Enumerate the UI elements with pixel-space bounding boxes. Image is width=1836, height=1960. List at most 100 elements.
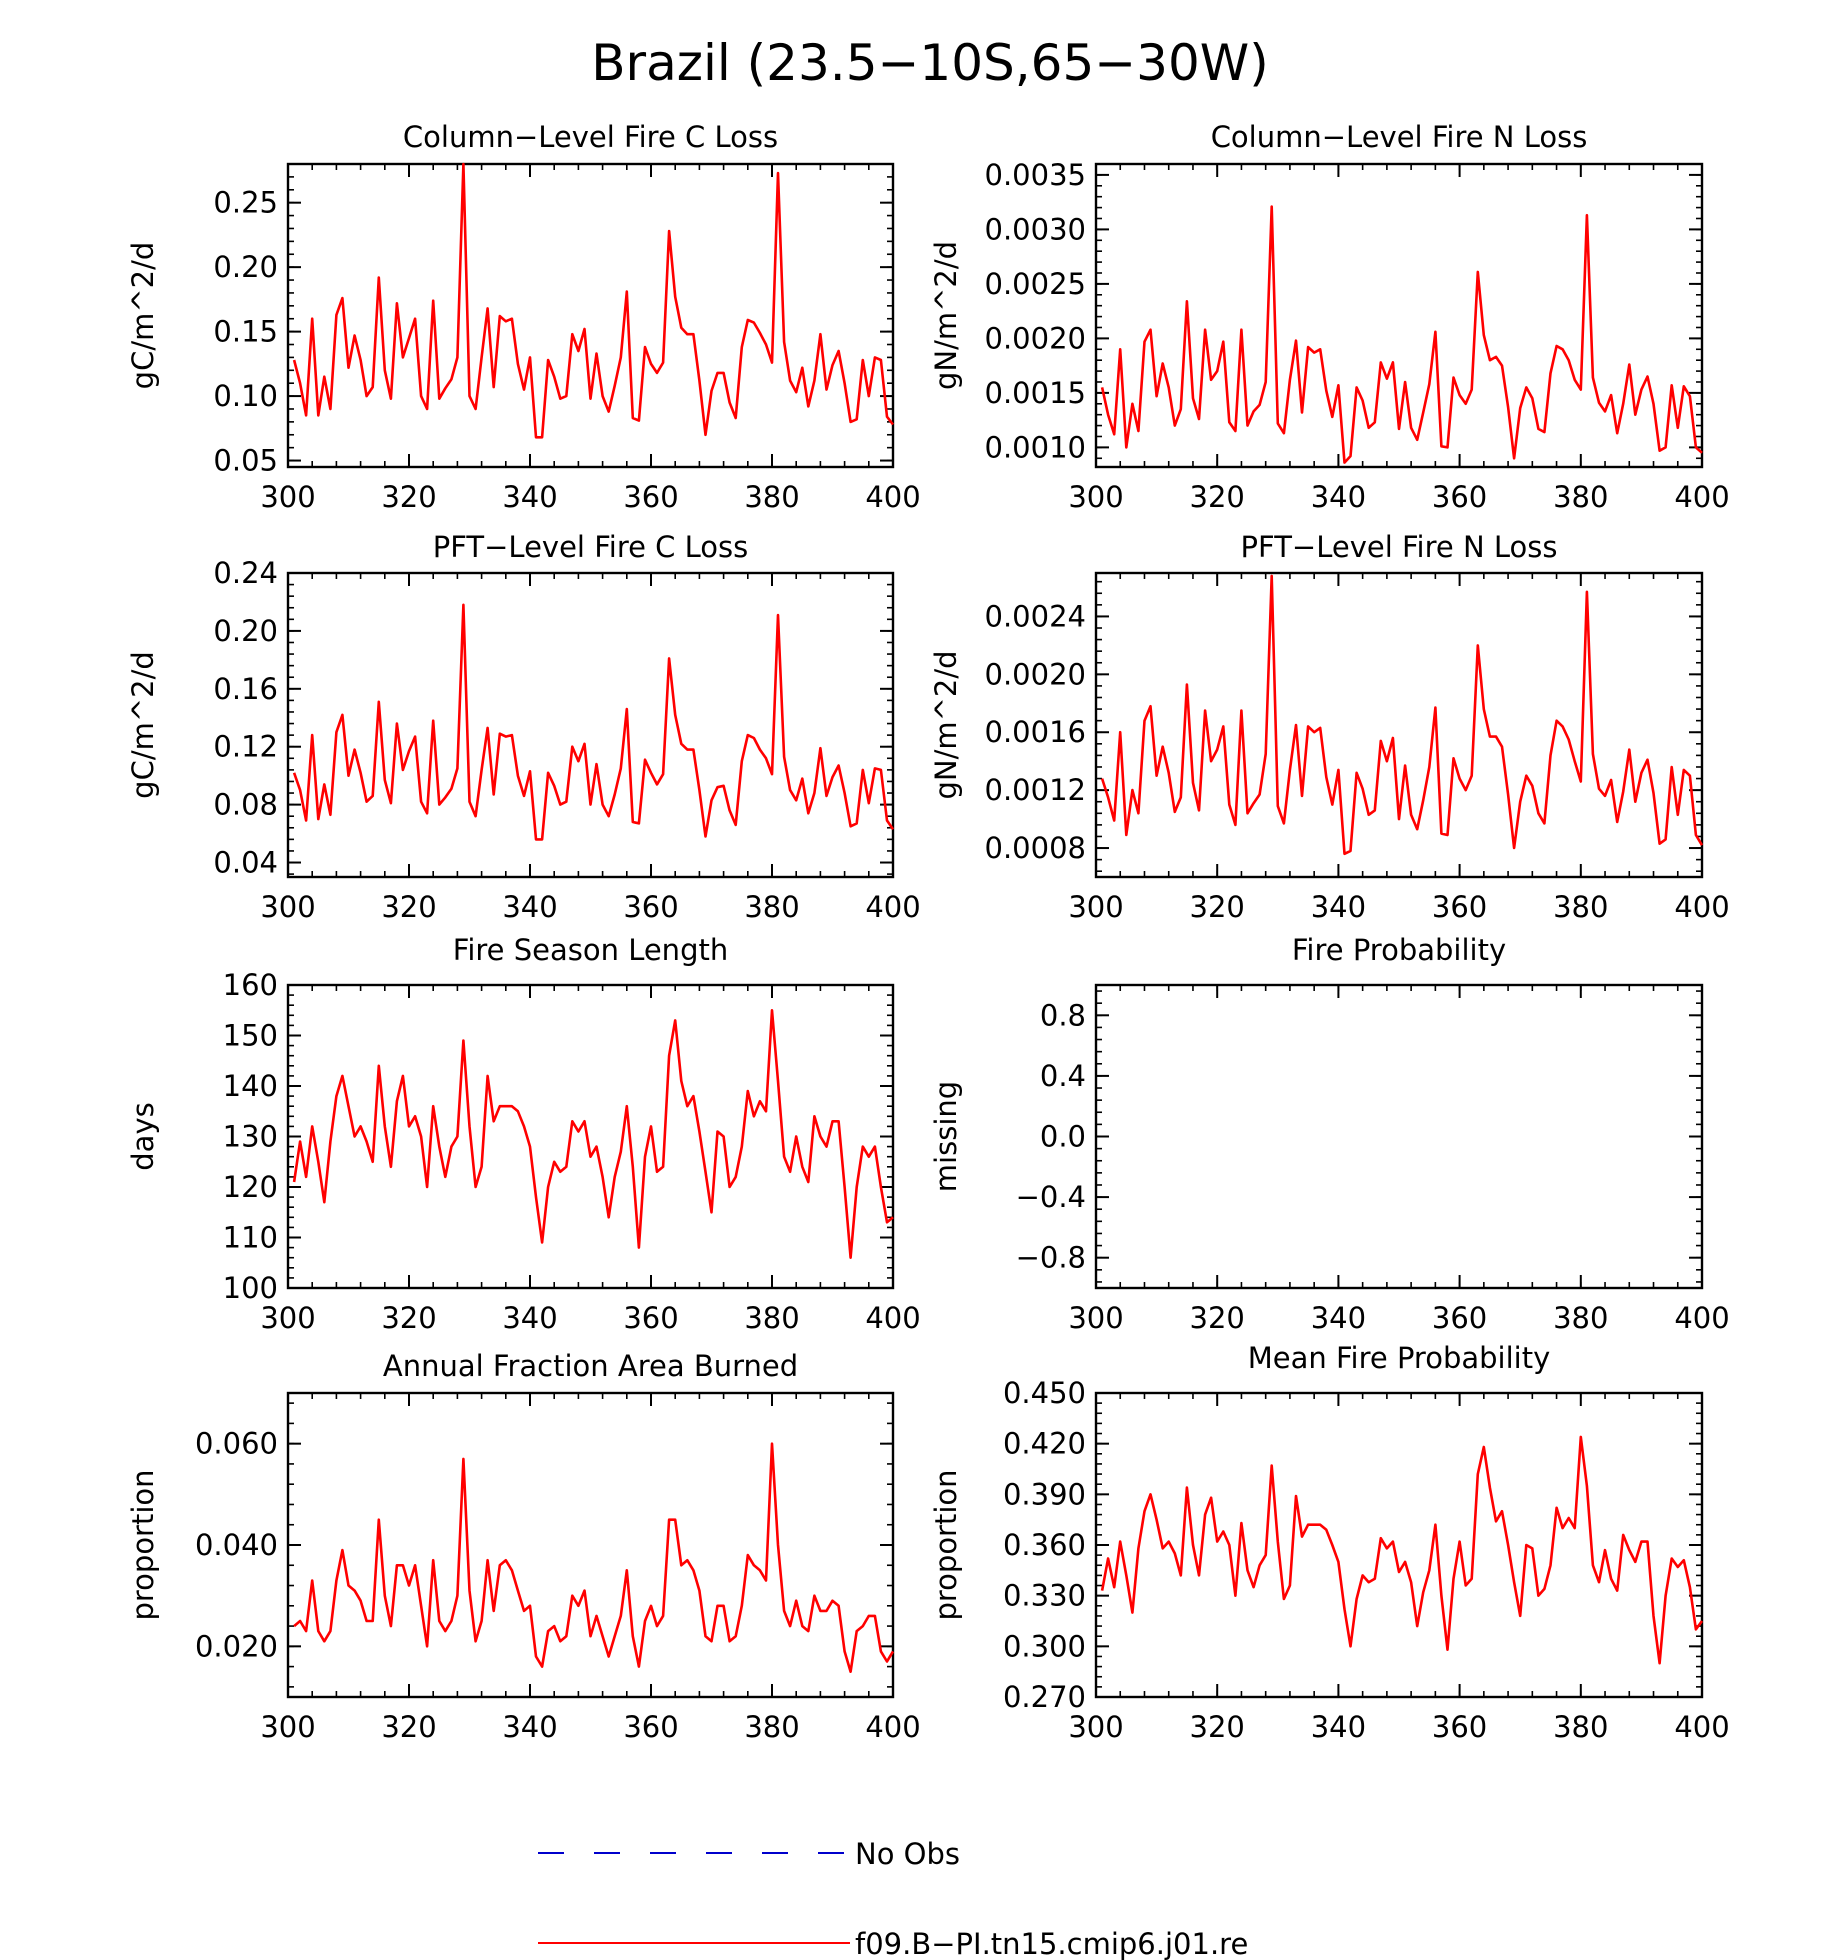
chart-panel: 300 320 340 360 380 400 0.020 0.040 0.060 proport… <box>126 1349 921 1744</box>
x-tick-label: 300 <box>1068 890 1123 924</box>
x-tick-label: 380 <box>744 1710 799 1744</box>
plot-frame <box>1094 571 1704 879</box>
x-tick-label: 400 <box>1674 1710 1729 1744</box>
panel-title: Fire Season Length <box>453 933 728 967</box>
x-tick-label: 340 <box>1311 480 1366 514</box>
x-tick-label: 360 <box>623 890 678 924</box>
x-tick-label: 380 <box>744 1301 799 1335</box>
x-tick-label: 320 <box>1190 480 1245 514</box>
y-tick-label: 0.040 <box>195 1528 278 1562</box>
x-tick-label: 380 <box>1553 890 1608 924</box>
panel-title: Fire Probability <box>1292 933 1506 967</box>
y-axis-label: days <box>126 1102 160 1170</box>
panel-title: Column−Level Fire C Loss <box>403 120 778 154</box>
chart-panel: 300 320 340 360 380 400 0.05 0.10 0.15 0.20 0.25 gC… <box>126 120 921 514</box>
y-axis-label: gC/m^2/d <box>126 242 160 390</box>
y-tick-label: 0.0025 <box>985 267 1086 301</box>
plot-frame <box>286 162 895 469</box>
y-tick-label: 110 <box>223 1221 278 1255</box>
x-tick-label: 340 <box>502 1301 557 1335</box>
x-tick-label: 400 <box>865 1710 920 1744</box>
x-tick-label: 380 <box>744 480 799 514</box>
x-tick-label: 340 <box>1311 1301 1366 1335</box>
y-tick-label: 0.16 <box>213 672 278 706</box>
x-tick-label: 300 <box>260 1301 315 1335</box>
x-tick-label: 340 <box>502 480 557 514</box>
y-tick-label: 0.04 <box>213 846 278 880</box>
x-tick-label: 320 <box>1190 1710 1245 1744</box>
plot-frame <box>286 1391 895 1699</box>
x-tick-label: 360 <box>1432 1710 1487 1744</box>
plot-frame <box>286 571 895 879</box>
x-tick-label: 340 <box>1311 890 1366 924</box>
x-tick-label: 320 <box>381 890 436 924</box>
x-tick-label: 300 <box>1068 480 1123 514</box>
x-tick-label: 400 <box>865 480 920 514</box>
y-tick-label: −0.4 <box>1016 1180 1086 1214</box>
y-tick-label: 0.0020 <box>985 321 1086 355</box>
series-line <box>293 1442 895 1673</box>
y-tick-label: 0.0008 <box>985 831 1086 865</box>
y-axis-label: gN/m^2/d <box>929 650 963 799</box>
x-tick-label: 380 <box>1553 1710 1608 1744</box>
panel-title: Column−Level Fire N Loss <box>1211 120 1588 154</box>
x-tick-label: 380 <box>744 890 799 924</box>
y-tick-label: 0.05 <box>213 444 278 478</box>
series-line <box>1100 574 1704 856</box>
y-axis-label: missing <box>929 1081 963 1192</box>
y-axis-label: gC/m^2/d <box>126 651 160 799</box>
y-tick-label: 0.25 <box>213 186 278 220</box>
y-axis-label: proportion <box>126 1469 160 1620</box>
panel-title: Annual Fraction Area Burned <box>383 1349 798 1383</box>
y-tick-label: −0.8 <box>1016 1241 1086 1275</box>
x-tick-label: 360 <box>623 480 678 514</box>
x-tick-label: 400 <box>1674 480 1729 514</box>
y-tick-label: 130 <box>223 1120 278 1154</box>
x-tick-label: 360 <box>1432 480 1487 514</box>
y-tick-label: 0.450 <box>1003 1376 1086 1410</box>
x-tick-label: 320 <box>381 1301 436 1335</box>
y-tick-label: 100 <box>223 1271 278 1305</box>
series-line <box>1100 1435 1704 1665</box>
x-tick-label: 300 <box>1068 1710 1123 1744</box>
chart-panels: 300 320 340 360 380 400 0.05 0.10 0.15 0.20 0.25 gC… <box>126 120 1730 1744</box>
x-tick-label: 320 <box>381 1710 436 1744</box>
x-tick-label: 380 <box>1553 480 1608 514</box>
x-tick-label: 360 <box>623 1710 678 1744</box>
series-line <box>292 162 895 439</box>
y-tick-label: 0.0020 <box>985 657 1086 691</box>
x-tick-label: 400 <box>1674 890 1729 924</box>
plot-frame <box>1094 1391 1704 1699</box>
x-tick-label: 340 <box>502 1710 557 1744</box>
y-tick-label: 0.20 <box>213 250 278 284</box>
x-tick-label: 340 <box>502 890 557 924</box>
y-tick-label: 0.20 <box>213 614 278 648</box>
x-tick-label: 320 <box>1190 890 1245 924</box>
y-tick-label: 0.12 <box>213 730 278 764</box>
y-tick-label: 0.0012 <box>985 773 1086 807</box>
y-tick-label: 150 <box>223 1019 278 1053</box>
x-tick-label: 320 <box>1190 1301 1245 1335</box>
y-tick-label: 0.10 <box>213 379 278 413</box>
y-tick-label: 0.0035 <box>985 158 1086 192</box>
x-tick-label: 360 <box>1432 890 1487 924</box>
chart-panel: 300 320 340 360 380 400 0.270 0.300 0.330 0.360 0.… <box>929 1341 1730 1744</box>
figure-title: Brazil (23.5−10S,65−30W) <box>591 34 1269 92</box>
legend: No Obs f09.B−PI.tn15.cmip6.j01.re <box>538 1837 1248 1960</box>
y-tick-label: 0.360 <box>1003 1528 1086 1562</box>
y-tick-label: 0.0024 <box>985 599 1086 633</box>
x-tick-label: 400 <box>865 1301 920 1335</box>
y-tick-label: 0.020 <box>195 1629 278 1663</box>
y-tick-label: 120 <box>223 1170 278 1204</box>
x-tick-label: 300 <box>1068 1301 1123 1335</box>
y-tick-label: 0.0010 <box>985 430 1086 464</box>
plot-frame <box>1094 983 1704 1290</box>
series-line <box>1100 205 1703 464</box>
legend-no-obs-label: No Obs <box>855 1837 960 1871</box>
x-tick-label: 300 <box>260 1710 315 1744</box>
x-tick-label: 380 <box>1553 1301 1608 1335</box>
x-tick-label: 360 <box>623 1301 678 1335</box>
y-axis-label: gN/m^2/d <box>929 241 963 390</box>
y-tick-label: 160 <box>223 968 278 1002</box>
x-tick-label: 300 <box>260 890 315 924</box>
